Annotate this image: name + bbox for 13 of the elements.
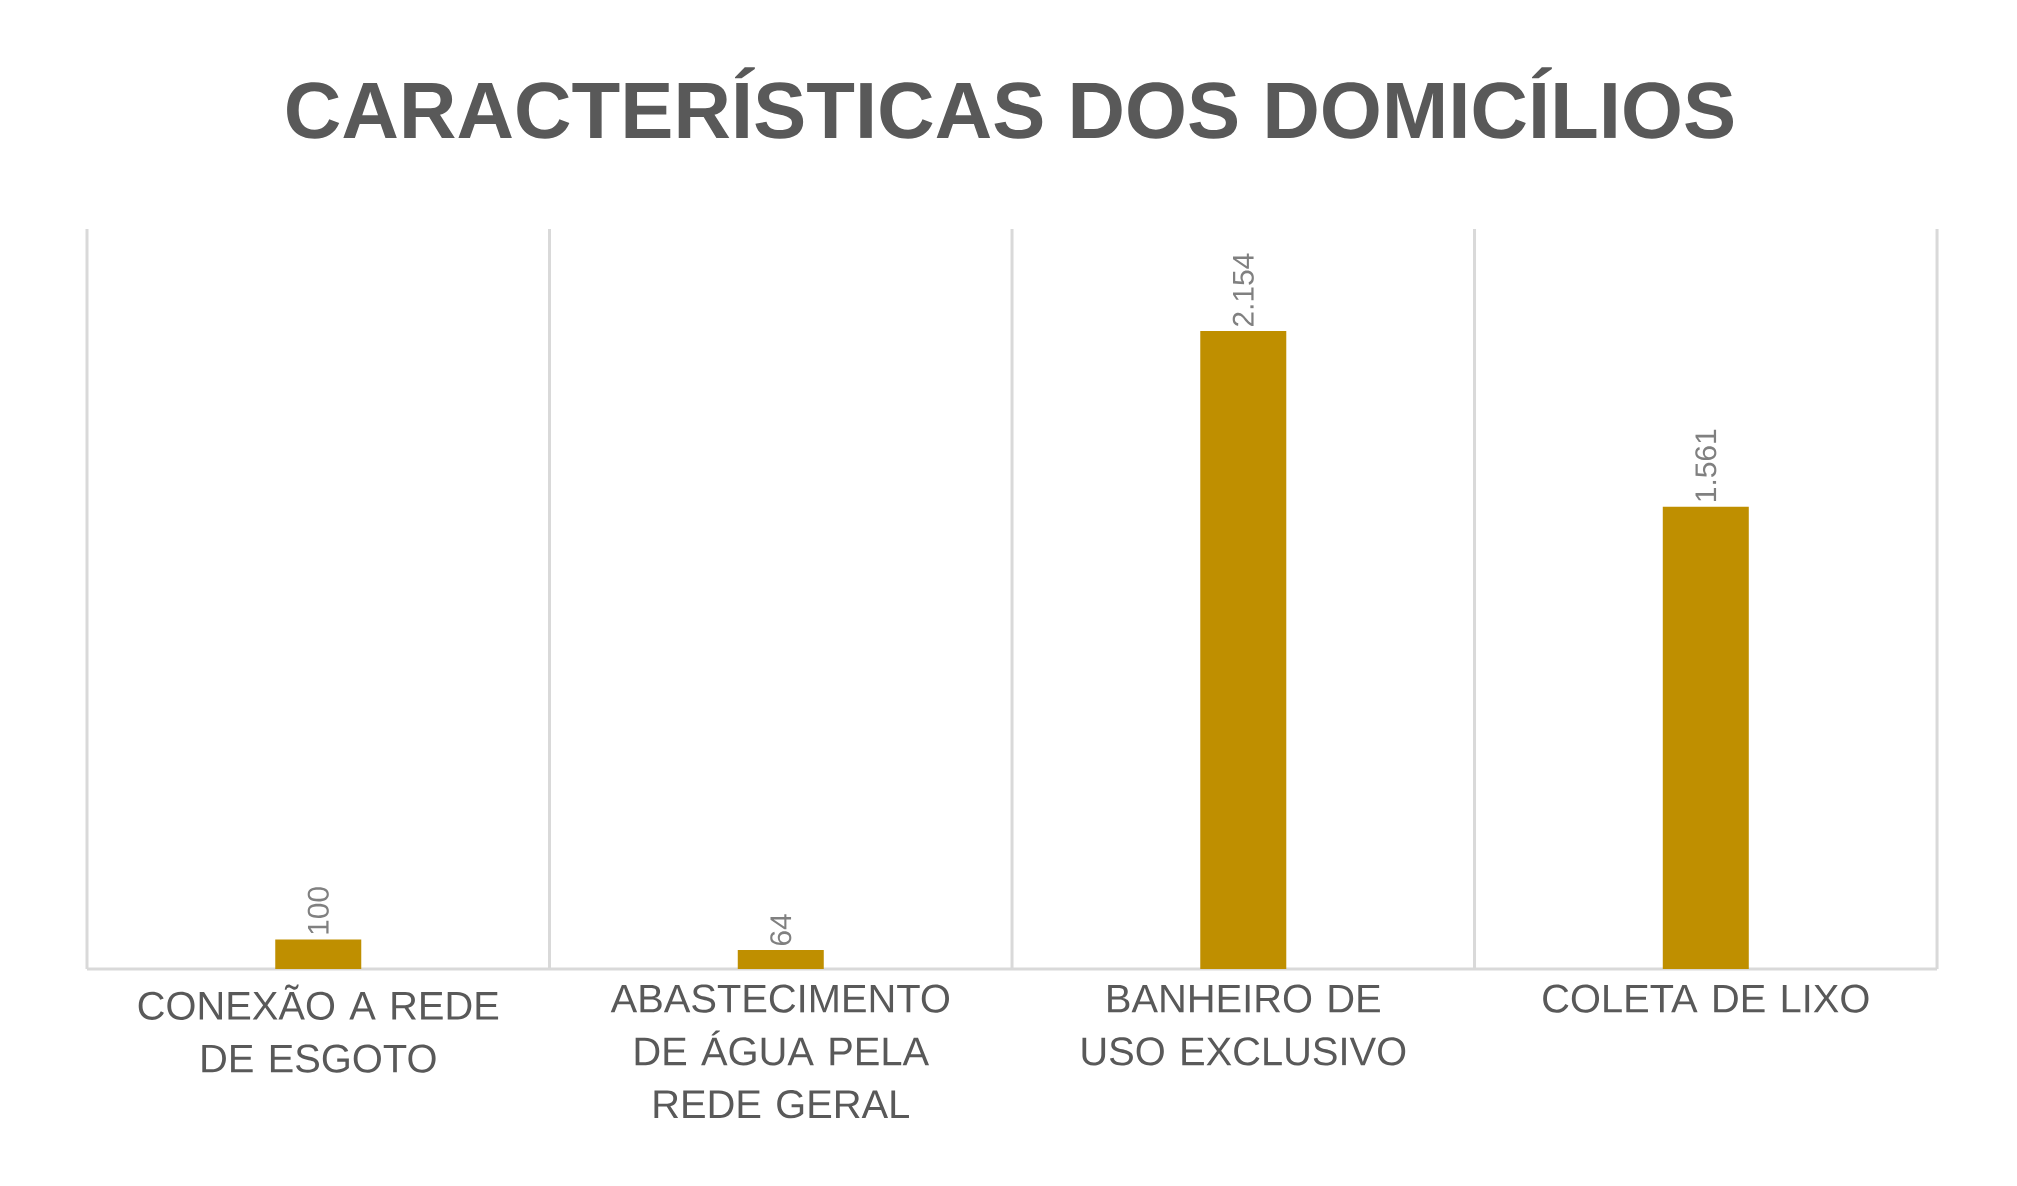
bar [1200, 331, 1287, 969]
x-tick-label: CONEXÃO A REDE DE ESGOTO [138, 984, 499, 1073]
x-tick-label: ABASTECIMENTO DE ÁGUA PELA REDE GERAL [610, 984, 949, 1119]
x-tick-label: BANHEIRO DE USO EXCLUSIVO [1082, 984, 1406, 1066]
data-label: 100 [307, 887, 329, 934]
x-tick-label: COLETA DE LIXO [1543, 984, 1869, 1013]
chart-title: CARACTERÍSTICAS DOS DOMICÍLIOS [287, 67, 1734, 139]
data-label: 1.561 [1695, 429, 1717, 501]
data-label: 64 [770, 914, 792, 946]
bar [737, 950, 824, 969]
bar [1662, 506, 1749, 969]
data-label: 2.154 [1232, 253, 1254, 327]
bar [275, 939, 362, 969]
